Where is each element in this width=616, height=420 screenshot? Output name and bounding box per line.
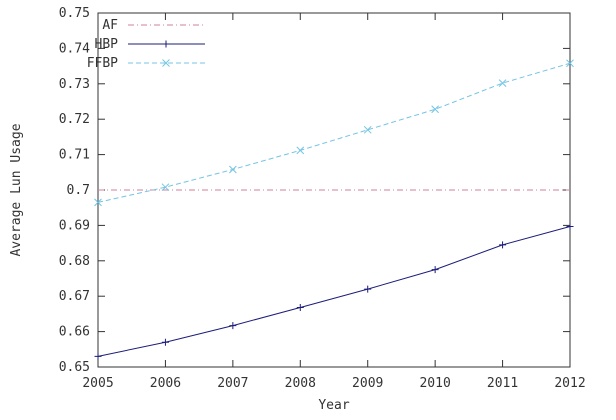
point-marker	[94, 352, 102, 360]
point-marker	[162, 40, 170, 48]
legend-label: AF	[102, 18, 118, 33]
x-tick-label: 2011	[487, 376, 518, 391]
x-tick-label: 2009	[352, 376, 383, 391]
point-marker	[364, 285, 372, 293]
series-line	[97, 62, 571, 203]
point-marker	[498, 79, 507, 87]
legend-label: HBP	[95, 37, 119, 52]
x-tick-label: 2010	[419, 376, 450, 391]
point-marker	[94, 198, 102, 207]
point-marker	[566, 59, 574, 68]
point-marker	[431, 266, 439, 274]
y-axis-label: Average Lun Usage	[9, 123, 24, 256]
point-marker	[161, 338, 169, 346]
x-tick-label: 2012	[554, 376, 585, 391]
y-tick-label: 0.65	[59, 360, 90, 375]
point-marker	[161, 183, 170, 192]
y-tick-label: 0.66	[59, 325, 90, 340]
x-tick-label: 2007	[217, 376, 248, 391]
point-marker	[296, 304, 304, 312]
x-tick-label: 2008	[285, 376, 316, 391]
y-tick-label: 0.69	[59, 218, 90, 233]
point-marker	[363, 125, 372, 134]
y-tick-label: 0.71	[59, 148, 90, 163]
point-marker	[431, 105, 439, 114]
point-marker	[229, 165, 237, 174]
point-marker	[296, 146, 305, 155]
point-marker	[499, 241, 507, 249]
y-tick-label: 0.72	[59, 112, 90, 127]
y-tick-label: 0.7	[67, 183, 90, 198]
y-tick-label: 0.67	[59, 289, 90, 304]
legend-label: FFBP	[87, 56, 118, 71]
point-marker	[566, 222, 574, 230]
y-tick-label: 0.75	[59, 6, 90, 21]
series-line	[97, 225, 571, 357]
point-marker	[229, 322, 237, 330]
y-tick-label: 0.73	[59, 77, 90, 92]
x-axis-label: Year	[318, 398, 349, 413]
y-tick-label: 0.74	[59, 41, 90, 56]
x-tick-label: 2005	[82, 376, 113, 391]
y-tick-label: 0.68	[59, 254, 90, 269]
x-tick-label: 2006	[150, 376, 181, 391]
point-marker	[162, 59, 170, 67]
